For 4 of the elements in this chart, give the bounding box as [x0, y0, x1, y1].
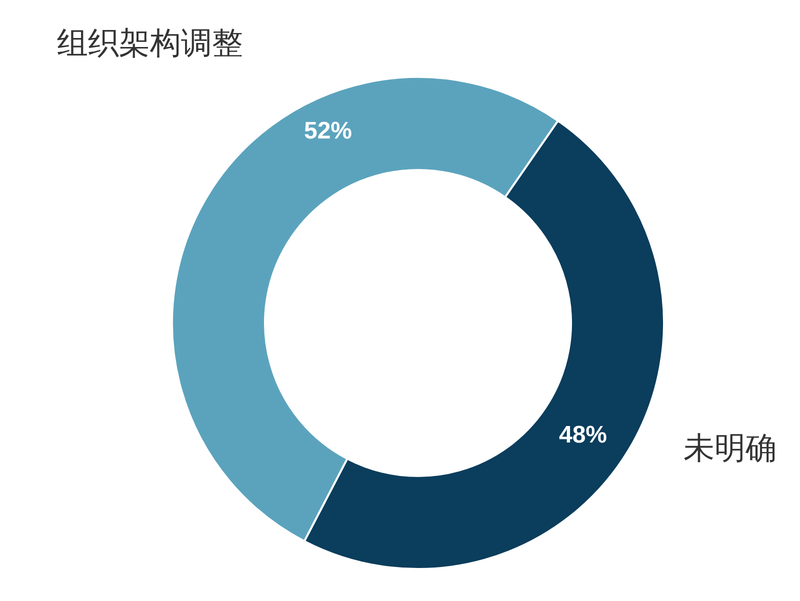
slice-label: 未明确 [684, 430, 776, 466]
data-label: 52% [304, 117, 352, 144]
slice-label: 组织架构调整 [57, 25, 243, 62]
data-label: 48% [558, 421, 608, 448]
